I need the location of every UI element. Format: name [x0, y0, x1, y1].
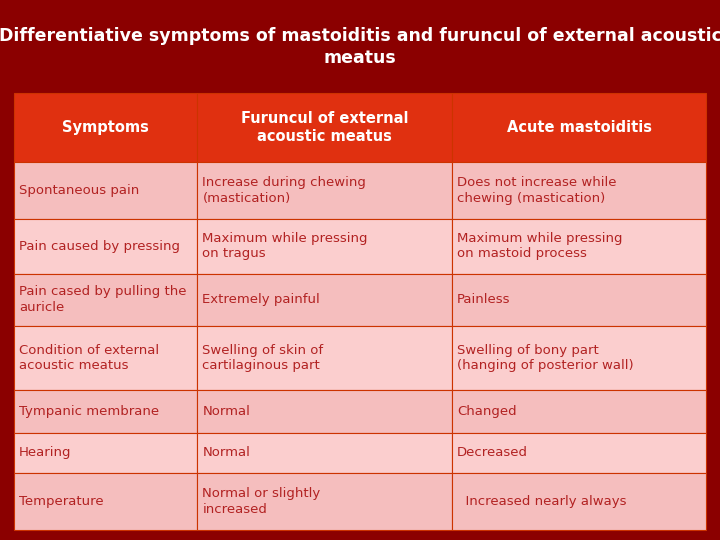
- Text: Maximum while pressing
on tragus: Maximum while pressing on tragus: [202, 232, 368, 260]
- Text: Normal or slightly
increased: Normal or slightly increased: [202, 487, 320, 516]
- Text: Painless: Painless: [457, 293, 510, 306]
- Text: Swelling of skin of
cartilaginous part: Swelling of skin of cartilaginous part: [202, 343, 323, 372]
- Bar: [14, 93, 197, 162]
- Text: Increase during chewing
(mastication): Increase during chewing (mastication): [202, 176, 366, 205]
- Text: Pain cased by pulling the
auricle: Pain cased by pulling the auricle: [19, 285, 186, 314]
- Bar: [452, 433, 706, 473]
- Text: Temperature: Temperature: [19, 495, 104, 508]
- Bar: [197, 273, 452, 326]
- Text: Decreased: Decreased: [457, 447, 528, 460]
- Bar: [197, 390, 452, 433]
- Text: Does not increase while
chewing (mastication): Does not increase while chewing (mastica…: [457, 176, 616, 205]
- Text: Maximum while pressing
on mastoid process: Maximum while pressing on mastoid proces…: [457, 232, 623, 260]
- Bar: [197, 219, 452, 273]
- Bar: [197, 433, 452, 473]
- Text: Pain caused by pressing: Pain caused by pressing: [19, 240, 180, 253]
- Bar: [14, 433, 197, 473]
- Bar: [14, 473, 197, 530]
- Bar: [452, 326, 706, 390]
- Bar: [452, 219, 706, 273]
- Bar: [197, 326, 452, 390]
- Bar: [452, 162, 706, 219]
- Text: Condition of external
acoustic meatus: Condition of external acoustic meatus: [19, 343, 159, 372]
- Bar: [452, 473, 706, 530]
- Text: Hearing: Hearing: [19, 447, 71, 460]
- Bar: [452, 390, 706, 433]
- Bar: [14, 273, 197, 326]
- Text: Normal: Normal: [202, 405, 251, 418]
- Text: Tympanic membrane: Tympanic membrane: [19, 405, 159, 418]
- Text: Extremely painful: Extremely painful: [202, 293, 320, 306]
- Bar: [14, 326, 197, 390]
- Text: Spontaneous pain: Spontaneous pain: [19, 184, 139, 197]
- Bar: [197, 162, 452, 219]
- Bar: [197, 93, 452, 162]
- Text: Acute mastoiditis: Acute mastoiditis: [506, 120, 652, 135]
- Bar: [197, 473, 452, 530]
- Text: Symptoms: Symptoms: [62, 120, 149, 135]
- Text: Swelling of bony part
(hanging of posterior wall): Swelling of bony part (hanging of poster…: [457, 343, 634, 372]
- Bar: [452, 93, 706, 162]
- Bar: [14, 219, 197, 273]
- Text: Furuncul of external
acoustic meatus: Furuncul of external acoustic meatus: [241, 111, 408, 144]
- Text: Increased nearly always: Increased nearly always: [457, 495, 626, 508]
- Bar: [14, 390, 197, 433]
- Bar: [14, 162, 197, 219]
- Text: Differentiative symptoms of mastoiditis and furuncul of external acoustic
meatus: Differentiative symptoms of mastoiditis …: [0, 27, 720, 67]
- Bar: [452, 273, 706, 326]
- Text: Normal: Normal: [202, 447, 251, 460]
- Text: Changed: Changed: [457, 405, 517, 418]
